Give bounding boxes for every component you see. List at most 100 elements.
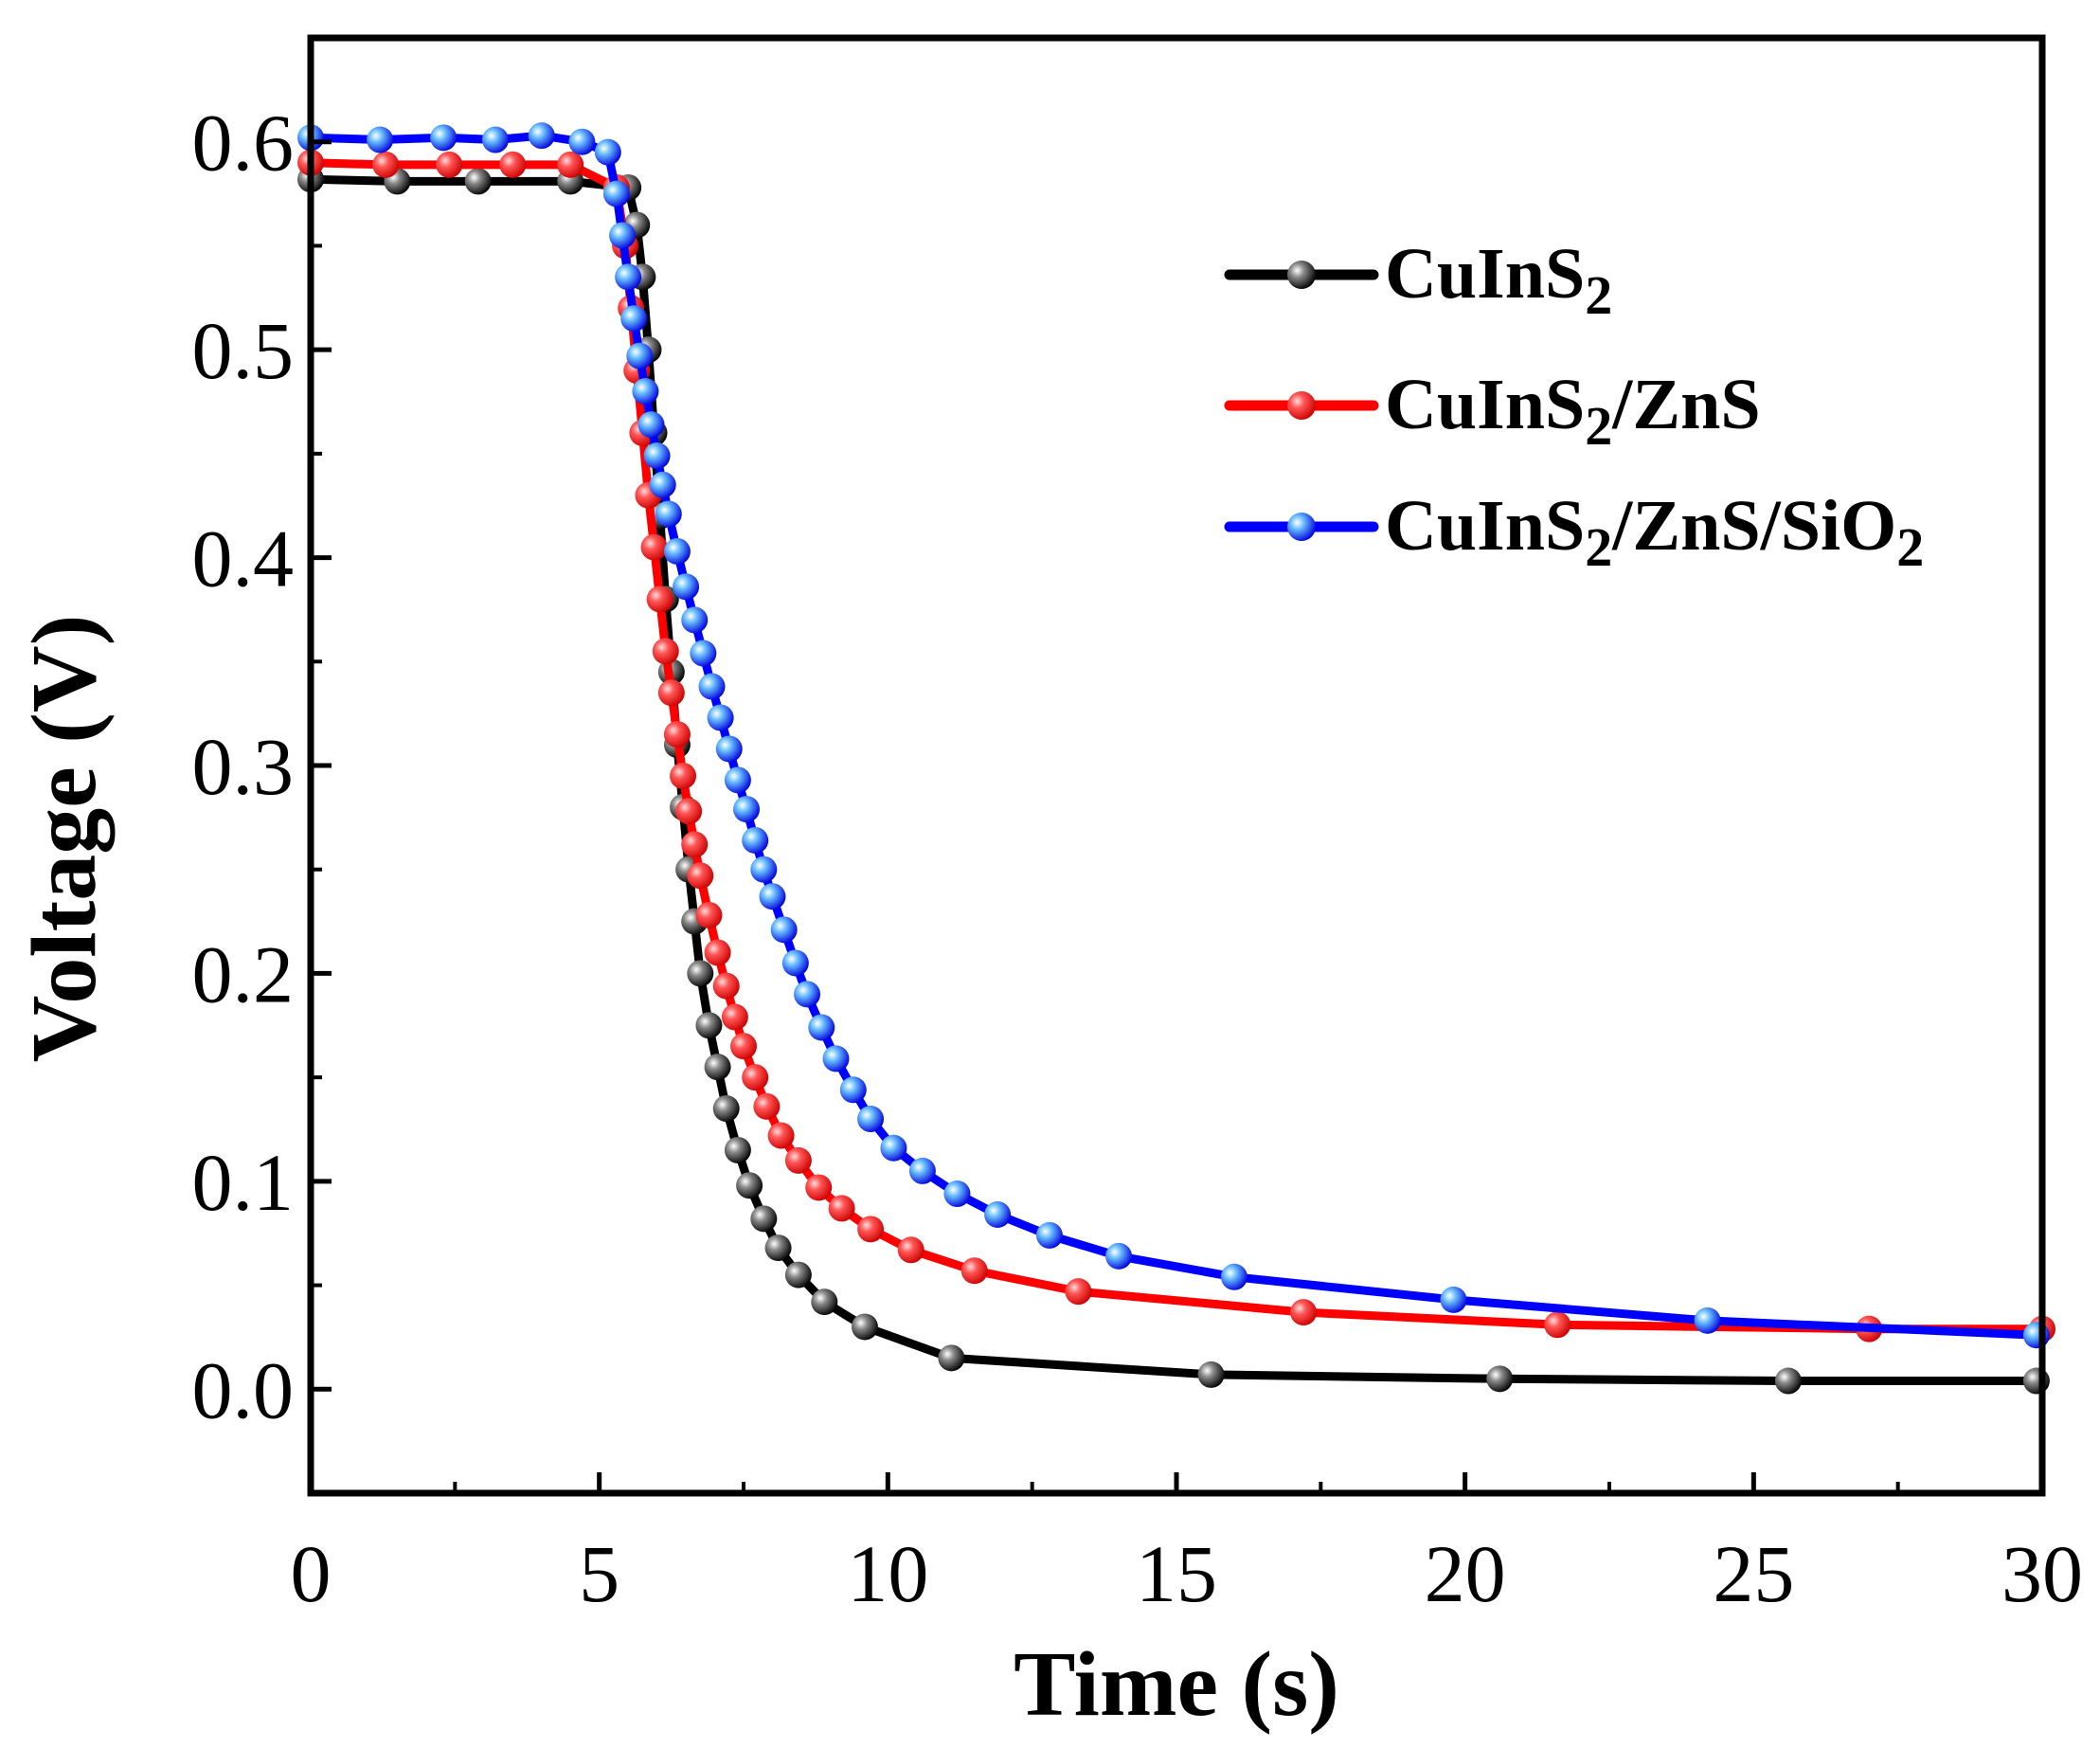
data-point [602,180,630,207]
data-point [687,862,714,890]
data-point [742,826,769,854]
data-point [784,1261,812,1288]
data-point [695,901,723,928]
x-tick-label: 20 [1425,1528,1506,1619]
legend-text-part: CuInS [1385,365,1585,444]
legend-marker [1287,513,1316,541]
y-tick-label: 0.2 [192,928,295,1019]
series-line [306,174,2041,1385]
data-point [698,673,726,700]
data-point [646,586,673,613]
x-tick-label: 30 [2001,1528,2083,1619]
data-point [712,972,740,1000]
data-point [811,1288,838,1316]
data-point [938,1344,965,1372]
data-point [822,1045,850,1072]
y-tick-label: 0.3 [192,721,295,812]
data-point [808,1014,835,1041]
data-point [675,798,703,825]
data-point [2022,1322,2050,1349]
data-point [1694,1306,1721,1334]
data-point [640,533,668,561]
data-point [499,151,527,178]
data-point [704,1054,731,1081]
data-point [724,766,751,794]
data-point [1197,1361,1225,1388]
data-point [742,1064,769,1091]
x-tick-label: 25 [1713,1528,1794,1619]
data-point [620,305,648,333]
legend-label: CuInS2/ZnS/SiO2 [1385,486,1924,578]
data-point [750,1205,778,1233]
x-tick-label: 15 [1136,1528,1217,1619]
data-point [670,762,697,789]
legend-label: CuInS2/ZnS [1385,365,1761,457]
legend-subscript: 2 [1585,264,1612,326]
y-axis-title: Voltage (V) [13,615,116,1063]
legend-entry: CuInS2/ZnS/SiO2 [1224,486,1924,578]
data-point [367,126,394,153]
series-1 [297,149,2055,1343]
data-point [943,1180,971,1208]
data-point [643,442,671,470]
y-tick-label: 0.5 [192,305,295,396]
data-point [1290,1299,1318,1326]
data-point [626,342,654,369]
data-point [730,1033,757,1060]
data-point [1105,1242,1133,1270]
legend-label: CuInS2 [1385,234,1612,326]
legend-subscript: 2 [1585,516,1612,578]
plot-frame [307,34,2046,1497]
data-point [857,1106,885,1133]
data-point [2022,1367,2050,1395]
legend-entry: CuInS2/ZnS [1224,365,1761,457]
data-point [528,122,555,150]
x-tick-label: 10 [847,1528,928,1619]
data-point [781,949,809,977]
data-point [1440,1286,1467,1313]
data-point [372,151,400,178]
axis-layer: 0 5 10 15 20 25 30 0.0 0.1 0.2 0.3 0.4 0.5 0.6 [192,98,2084,1619]
data-point [568,128,596,155]
data-point [695,1012,723,1039]
data-point [481,126,509,153]
data-point [880,1134,907,1162]
data-point [594,138,621,166]
data-point [681,831,709,858]
data-point [663,721,691,748]
y-tick-label: 0.1 [192,1137,295,1228]
data-point [637,411,665,439]
legend-entry: CuInS2 [1224,234,1612,326]
data-point [851,1313,878,1341]
data-point [673,573,700,601]
data-point [736,1172,763,1199]
series-line [306,158,2047,1334]
y-tick-label: 0.0 [192,1344,295,1435]
y-tick-label: 0.4 [192,514,295,604]
data-point [663,537,691,565]
data-point [1486,1365,1514,1393]
data-point [1220,1263,1247,1290]
data-point [430,124,458,152]
data-point [721,1003,748,1031]
legend-text-part: /ZnS/SiO [1611,486,1896,566]
x-tick-label: 0 [291,1528,332,1619]
y-tick-label: 0.6 [192,98,295,189]
data-point [753,1092,781,1120]
data-point [655,500,682,528]
data-point [764,1234,792,1262]
data-point [690,640,717,667]
data-point [897,1236,924,1264]
data-point [707,704,734,731]
data-point [759,883,786,910]
series-line [306,131,2041,1340]
data-point [805,1174,833,1201]
data-point [657,679,685,707]
data-point [770,916,798,944]
data-point [960,1257,988,1285]
data-point [794,981,821,1008]
legend-marker [1287,391,1316,420]
data-point [1544,1311,1571,1339]
data-point [750,856,778,883]
